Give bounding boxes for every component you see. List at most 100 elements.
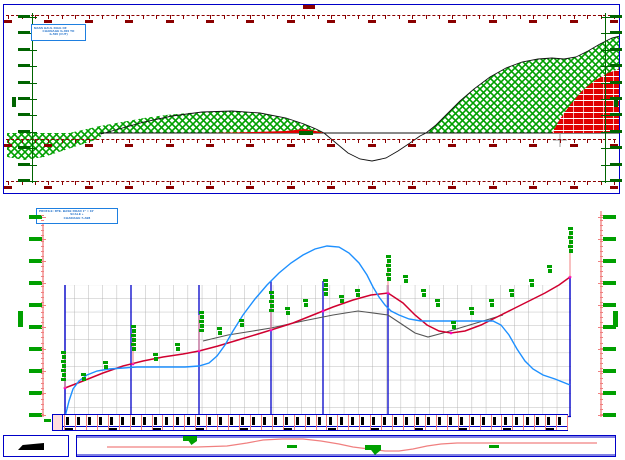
station-tick (533, 181, 535, 185)
elevation-tick-label (29, 391, 42, 395)
station-label-stack[interactable] (386, 255, 391, 283)
station-label-stack[interactable] (489, 299, 494, 310)
table-row-separator (53, 426, 567, 427)
station-tick (129, 139, 131, 143)
table-column-separator (370, 415, 372, 430)
station-label-stack[interactable] (323, 279, 328, 301)
plan-label-station (489, 445, 499, 448)
station-tick (142, 181, 144, 185)
station-label-stack[interactable] (153, 353, 158, 364)
mass-haul-title-block[interactable]: MASS HAUL DIAG OF CHAINAGE 0+000 TO 4+50… (31, 24, 86, 41)
station-tick (8, 15, 9, 19)
station-label-stack[interactable] (217, 327, 222, 338)
profile-grid (65, 285, 571, 417)
station-label-stack[interactable] (529, 279, 534, 290)
station-tick-label (529, 20, 538, 23)
elevation-minor-tick (41, 342, 44, 344)
station-label-stack[interactable] (61, 351, 66, 385)
station-tick (560, 15, 562, 19)
elevation-tick-right (598, 239, 605, 240)
station-data-table[interactable] (52, 414, 568, 431)
station-tick (156, 15, 158, 19)
table-column-separator (249, 415, 251, 430)
station-tick (183, 15, 185, 19)
station-label-glyph (529, 279, 534, 282)
station-label-glyph (303, 303, 308, 307)
station-tick (600, 139, 602, 143)
y-axis-tick-right (601, 17, 610, 18)
station-label-stack[interactable] (451, 321, 456, 332)
station-tick (75, 15, 77, 19)
y-axis-tick-right (601, 131, 610, 133)
plan-alignment-strip[interactable] (76, 435, 616, 457)
station-tick-label (408, 186, 416, 189)
station-label-stack[interactable] (303, 299, 308, 310)
elevation-tick-label (29, 303, 42, 307)
y-axis-tick-right (601, 164, 610, 166)
station-tick (600, 181, 602, 185)
table-cell-footer (371, 427, 380, 430)
elevation-tick-right (598, 217, 605, 218)
table-cell-value (186, 417, 190, 425)
station-label-glyph (355, 293, 360, 297)
y-axis-tick-label-right (610, 179, 622, 182)
station-tick-label (44, 186, 53, 189)
station-label-stack[interactable] (403, 275, 408, 286)
station-tick (412, 181, 413, 185)
mass-haul-left-axis (32, 13, 33, 183)
station-label-stack[interactable] (509, 289, 514, 300)
station-label-stack[interactable] (435, 299, 440, 310)
elevation-tick-label (29, 325, 42, 329)
table-cell-value (66, 417, 70, 425)
elevation-tick-label-right (603, 347, 616, 351)
station-label-stack[interactable] (285, 307, 290, 318)
plan-legend-box[interactable] (3, 435, 69, 457)
table-cell-value (252, 417, 256, 425)
elevation-minor-tick-right (600, 255, 603, 257)
station-label-stack[interactable] (81, 373, 86, 385)
station-label-stack[interactable] (568, 227, 573, 259)
proposed-grade-line (64, 276, 571, 389)
station-tick (371, 139, 373, 143)
station-label-stack[interactable] (199, 311, 204, 335)
station-label-stack[interactable] (547, 265, 552, 276)
table-row-header[interactable] (52, 414, 63, 431)
station-label-stack[interactable] (339, 295, 344, 306)
elevation-minor-tick (41, 393, 44, 395)
mass-haul-panel[interactable]: MASS HAUL DIAG OF CHAINAGE 0+000 TO 4+50… (3, 4, 622, 194)
station-tick (358, 15, 360, 19)
station-label-stack[interactable] (239, 319, 244, 330)
elevation-minor-tick-right (600, 393, 603, 395)
station-label-stack[interactable] (421, 289, 426, 300)
profile-panel[interactable]: PROFILE: RTE. BASE ROAD 1" = 10' SCALE +… (3, 203, 620, 428)
station-label-stack[interactable] (131, 325, 136, 355)
elevation-minor-tick (41, 388, 44, 390)
y-axis-tick-label (18, 64, 30, 68)
left-axis-name (18, 311, 23, 327)
table-column-separator (228, 415, 229, 430)
station-tick (385, 139, 387, 143)
station-tick (115, 15, 117, 19)
elevation-minor-tick (41, 235, 44, 237)
station-label-stack[interactable] (103, 361, 108, 373)
elevation-tick-label-right (603, 369, 616, 373)
table-column-separator (206, 415, 208, 430)
table-column-separator (64, 415, 65, 430)
station-label-stack[interactable] (355, 289, 360, 300)
station-tick (142, 139, 144, 143)
elevation-minor-tick-right (600, 357, 603, 359)
elevation-minor-tick-right (600, 276, 603, 278)
profile-title-block[interactable]: PROFILE: RTE. BASE ROAD 1" = 10' SCALE +… (36, 208, 118, 224)
profile-plot (42, 211, 602, 418)
y-axis-tick-right (601, 115, 610, 117)
table-cell-value (197, 417, 201, 425)
elevation-minor-tick (41, 383, 44, 385)
table-column-separator (446, 415, 448, 430)
station-label-stack[interactable] (175, 343, 180, 354)
station-tick-label (165, 186, 174, 189)
station-label-glyph (269, 291, 274, 294)
station-tick (546, 181, 548, 185)
station-label-stack[interactable] (469, 307, 474, 318)
station-label-stack[interactable] (269, 291, 274, 317)
elevation-minor-tick (41, 332, 44, 334)
